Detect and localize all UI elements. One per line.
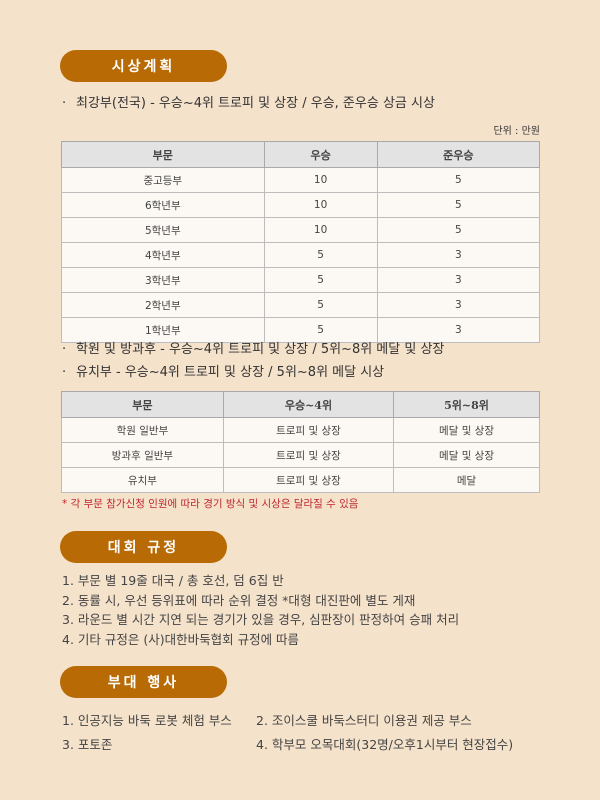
table-row: 3학년부 5 3 [61,267,541,293]
table-cell: 4학년부 [61,242,265,268]
event-item: 1. 인공지능 바둑 로봇 체험 부스 [62,713,232,728]
section-title-awards: 시상계획 [60,50,227,82]
table-cell: 유치부 [61,467,224,493]
event-item: 2. 조이스쿨 바둑스터디 이용권 제공 부스 [256,713,472,728]
award-table: 부문 우승~4위 5위~8위 학원 일반부 트로피 및 상장 메달 및 상장 방과후 … [61,391,540,493]
table-cell: 3 [376,242,541,268]
prize-table: 부문 우승 준우승 중고등부 10 5 6학년부 10 5 5학년부 10 5 4학년부 5 3 3학년… [61,141,541,343]
bullet-academy: · 학원 및 방과후 - 우승~4위 트로피 및 상장 / 5위~8위 메달 및 … [62,342,445,357]
col-header: 우승~4위 [222,391,395,418]
rule-item: 2. 동률 시, 우선 등위표에 따라 순위 결정 *대형 대진판에 별도 게재 [62,592,416,608]
table-row: 4학년부 5 3 [61,242,541,268]
table-row: 방과후 일반부 트로피 및 상장 메달 및 상장 [61,442,540,468]
table-cell: 5 [376,167,541,193]
table-cell: 메달 [393,467,540,493]
table-cell: 1학년부 [61,317,265,343]
table-row: 6학년부 10 5 [61,192,541,218]
col-header: 5위~8위 [393,391,540,418]
col-header: 준우승 [376,141,541,168]
table-cell: 5 [376,192,541,218]
bullet-top-division: · 최강부(전국) - 우승~4위 트로피 및 상장 / 우승, 준우승 상금 시… [62,96,435,111]
table-cell: 5학년부 [61,217,265,243]
table-row: 중고등부 10 5 [61,167,541,193]
table-row: 2학년부 5 3 [61,292,541,318]
table-cell: 학원 일반부 [61,417,224,443]
table-cell: 트로피 및 상장 [222,442,395,468]
table-row: 5학년부 10 5 [61,217,541,243]
table-cell: 5 [263,267,378,293]
bullet-text: 학원 및 방과후 - 우승~4위 트로피 및 상장 / 5위~8위 메달 및 상… [76,342,445,357]
rules-list: 1. 부문 별 19줄 대국 / 총 호선, 덤 6집 반 2. 동률 시, 우… [62,571,459,649]
rule-item: 1. 부문 별 19줄 대국 / 총 호선, 덤 6집 반 [62,573,284,588]
table-cell: 10 [263,167,378,193]
note: * 각 부문 참가신청 인원에 따라 경기 방식 및 시상은 달라질 수 있음 [62,498,359,510]
bullet-text: 최강부(전국) - 우승~4위 트로피 및 상장 / 우승, 준우승 상금 시상 [76,96,435,111]
col-header: 부문 [61,391,224,418]
table-row: 학원 일반부 트로피 및 상장 메달 및 상장 [61,417,540,443]
table-cell: 5 [263,317,378,343]
rule-item: 4. 기타 규정은 (사)대한바둑협회 규정에 따름 [62,631,300,647]
table-cell: 3학년부 [61,267,265,293]
section-title-events: 부대 행사 [60,666,227,698]
table-cell: 3 [376,292,541,318]
table-cell: 트로피 및 상장 [222,467,395,493]
table-row: 1학년부 5 3 [61,317,541,343]
col-header: 부문 [61,141,265,168]
bullet-text: 유치부 - 우승~4위 트로피 및 상장 / 5위~8위 메달 시상 [76,365,385,380]
table-cell: 6학년부 [61,192,265,218]
table-cell: 2학년부 [61,292,265,318]
table-cell: 5 [376,217,541,243]
col-header: 우승 [263,141,378,168]
unit-label: 단위 : 만원 [493,126,540,137]
table-cell: 중고등부 [61,167,265,193]
table-cell: 5 [263,292,378,318]
table-cell: 메달 및 상장 [393,417,540,443]
table-cell: 3 [376,317,541,343]
table-cell: 트로피 및 상장 [222,417,395,443]
table-cell: 3 [376,267,541,293]
table-cell: 5 [263,242,378,268]
event-item: 3. 포토존 [62,737,113,752]
bullet-kindergarten: · 유치부 - 우승~4위 트로피 및 상장 / 5위~8위 메달 시상 [62,365,385,380]
table-cell: 10 [263,192,378,218]
table-cell: 방과후 일반부 [61,442,224,468]
table-cell: 10 [263,217,378,243]
section-title-rules: 대회 규정 [60,531,227,563]
rule-item: 3. 라운드 별 시간 지연 되는 경기가 있을 경우, 심판장이 판정하여 승… [62,612,460,627]
table-cell: 메달 및 상장 [393,442,540,468]
event-item: 4. 학부모 오목대회(32명/오후1시부터 현장접수) [256,737,514,752]
table-row: 유치부 트로피 및 상장 메달 [61,467,540,493]
